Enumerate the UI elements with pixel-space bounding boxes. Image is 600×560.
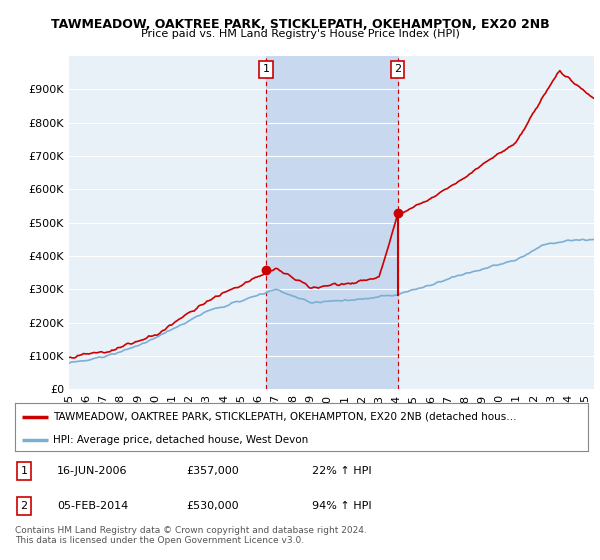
Text: 1: 1 <box>20 466 28 476</box>
Text: 22% ↑ HPI: 22% ↑ HPI <box>312 466 371 476</box>
Text: £530,000: £530,000 <box>186 501 239 511</box>
Text: 2: 2 <box>20 501 28 511</box>
Text: 05-FEB-2014: 05-FEB-2014 <box>57 501 128 511</box>
Text: 1: 1 <box>263 64 270 74</box>
Text: 2: 2 <box>394 64 401 74</box>
Text: TAWMEADOW, OAKTREE PARK, STICKLEPATH, OKEHAMPTON, EX20 2NB: TAWMEADOW, OAKTREE PARK, STICKLEPATH, OK… <box>50 18 550 31</box>
Text: £357,000: £357,000 <box>186 466 239 476</box>
Text: Contains HM Land Registry data © Crown copyright and database right 2024.
This d: Contains HM Land Registry data © Crown c… <box>15 526 367 545</box>
Text: TAWMEADOW, OAKTREE PARK, STICKLEPATH, OKEHAMPTON, EX20 2NB (detached hous…: TAWMEADOW, OAKTREE PARK, STICKLEPATH, OK… <box>53 412 517 422</box>
Text: HPI: Average price, detached house, West Devon: HPI: Average price, detached house, West… <box>53 435 308 445</box>
Text: 16-JUN-2006: 16-JUN-2006 <box>57 466 128 476</box>
Bar <box>266 56 398 389</box>
Text: 94% ↑ HPI: 94% ↑ HPI <box>312 501 371 511</box>
Text: Price paid vs. HM Land Registry's House Price Index (HPI): Price paid vs. HM Land Registry's House … <box>140 29 460 39</box>
